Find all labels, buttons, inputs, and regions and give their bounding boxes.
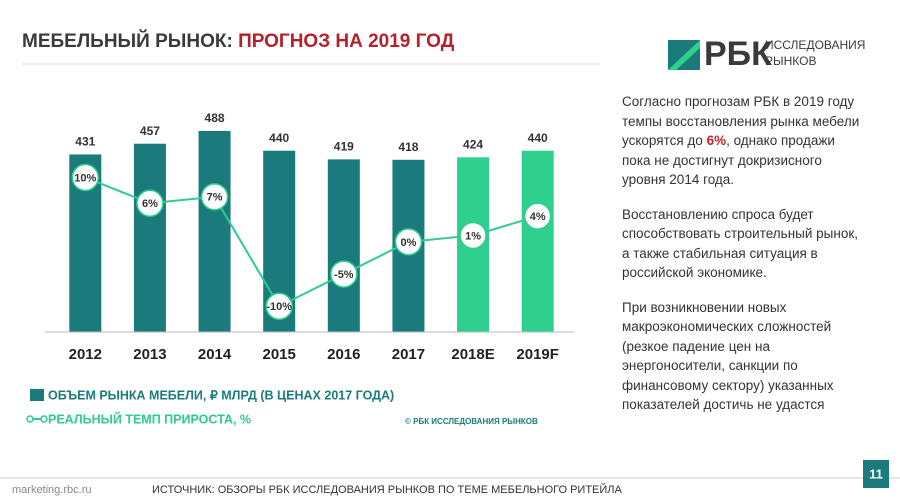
point-label: 0% [400, 237, 416, 249]
bar-label: 457 [140, 124, 160, 138]
note-text: Восстановлению спроса будет способствова… [622, 206, 858, 281]
bar-label: 431 [75, 135, 95, 149]
point-label: -5% [334, 269, 354, 281]
x-tick-label: 2017 [392, 346, 425, 363]
legend-label: РЕАЛЬНЫЙ ТЕМП ПРИРОСТА, % [48, 411, 251, 426]
note-text: Согласно прогнозам РБК в 2019 году темпы… [622, 94, 860, 148]
note-text: При возникновении новых макроэкономическ… [622, 299, 834, 413]
point-label: -10% [266, 301, 292, 313]
page-number: 11 [869, 466, 883, 481]
line-point [330, 260, 358, 288]
bar-label: 488 [205, 111, 225, 125]
bar [133, 143, 166, 332]
x-tick-label: 2014 [198, 346, 232, 363]
line-point [265, 292, 293, 320]
point-label: 10% [74, 172, 96, 184]
copyright: © РБК ИССЛЕДОВАНИЯ РЫНКОВ [405, 417, 538, 426]
x-tick-label: 2012 [69, 346, 102, 363]
bar-label: 424 [463, 137, 483, 151]
page-box [863, 460, 889, 488]
legend-swatch [26, 415, 34, 423]
legend-swatch [40, 415, 48, 423]
bar-label: 418 [398, 140, 418, 154]
legend-swatch [30, 389, 44, 401]
bar-label: 419 [334, 140, 354, 154]
note-text: 6% [706, 133, 727, 148]
bar-label: 440 [269, 131, 289, 145]
bar-label: 440 [528, 131, 548, 145]
point-label: 7% [207, 192, 223, 204]
x-tick-label: 2015 [263, 346, 296, 363]
footer-site: marketing.rbc.ru [12, 484, 91, 496]
bar [327, 159, 360, 332]
logo-mark [668, 40, 700, 70]
point-label: 4% [530, 211, 546, 223]
logo-text: ИССЛЕДОВАНИЯ [765, 38, 865, 52]
x-tick-label: 2019F [516, 346, 559, 363]
x-tick-label: 2016 [327, 346, 360, 363]
line-point [523, 202, 552, 230]
point-label: 6% [142, 198, 158, 210]
line-point [71, 163, 100, 192]
logo-text: РБК [704, 35, 772, 73]
line-point [459, 221, 487, 250]
bar [198, 130, 231, 332]
legend-label: ОБЪЕМ РЫНКА МЕБЕЛИ, ₽ МЛРД (В ЦЕНАХ 2017… [48, 388, 394, 402]
note: Восстановлению спроса будет способствова… [622, 205, 862, 283]
x-tick-label: 2018E [451, 346, 494, 363]
title: МЕБЕЛЬНЫЙ РЫНОК: ПРОГНОЗ НА 2019 ГОД [22, 30, 455, 52]
notes: Согласно прогнозам РБК в 2019 году темпы… [622, 92, 862, 430]
bar [521, 150, 554, 332]
title-part: ПРОГНОЗ НА 2019 ГОД [238, 31, 455, 52]
note: Согласно прогнозам РБК в 2019 году темпы… [622, 92, 862, 190]
line-point [394, 228, 423, 256]
logo-text: РЫНКОВ [765, 54, 817, 68]
line-point [136, 189, 164, 217]
footer-source: ИСТОЧНИК: ОБЗОРЫ РБК ИССЛЕДОВАНИЯ РЫНКОВ… [152, 483, 623, 496]
note-text: , однако продажи пока не достигнут докри… [622, 133, 835, 187]
title-part: МЕБЕЛЬНЫЙ РЫНОК: [22, 30, 233, 52]
note: При возникновении новых макроэкономическ… [622, 298, 862, 415]
point-label: 1% [465, 230, 481, 242]
x-tick-label: 2013 [133, 346, 166, 363]
line-point [200, 183, 229, 211]
